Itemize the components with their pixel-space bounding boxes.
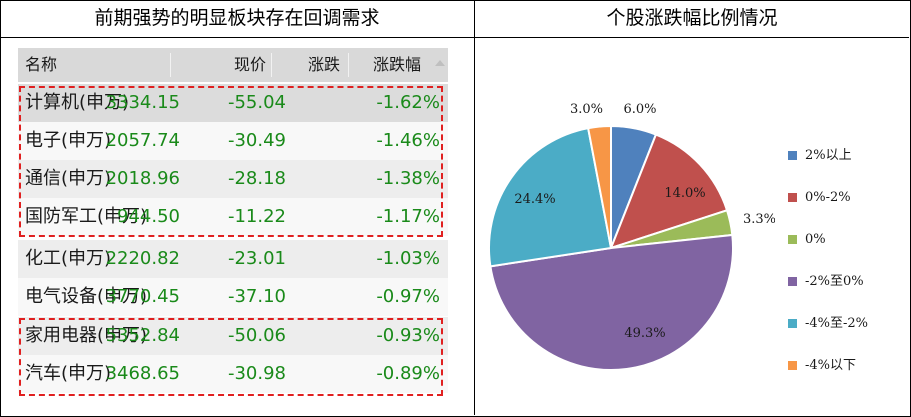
sector-price: 3468.65: [105, 363, 180, 384]
table-row[interactable]: 汽车(申万) 3468.65 -30.98 -0.89%: [18, 355, 448, 393]
highlight-box-consumer-sectors: [19, 318, 443, 396]
pie-data-label: 14.0%: [664, 186, 705, 201]
pie-data-label: 3.0%: [570, 102, 603, 117]
legend-swatch: [788, 193, 797, 202]
sector-name: 电子(申万): [25, 130, 112, 151]
table-header: 名称 现价 涨跌 涨跌幅: [18, 48, 448, 82]
column-header-price[interactable]: 现价: [233, 55, 266, 74]
sector-pct-change: -1.03%: [376, 248, 440, 269]
chart-title: 个股涨跌幅比例情况: [606, 7, 778, 29]
sector-price: 944.50: [117, 206, 180, 227]
sector-price: 3770.45: [105, 286, 180, 307]
sector-name: 电气设备(申万): [25, 286, 148, 307]
sector-name: 国防军工(申万): [25, 206, 148, 227]
legend-label: 0%-2%: [805, 190, 851, 205]
table-row[interactable]: 家用电器(申万) 5352.84 -50.06 -0.93%: [18, 317, 448, 355]
table-row[interactable]: 电气设备(申万) 3770.45 -37.10 -0.97%: [18, 278, 448, 316]
sector-name: 计算机(申万): [25, 92, 130, 113]
pie-data-label: 49.3%: [624, 326, 665, 341]
legend-swatch: [788, 277, 797, 286]
legend-swatch: [788, 361, 797, 370]
sector-pct-change: -0.93%: [376, 325, 440, 346]
sector-change: -37.10: [227, 286, 286, 307]
table-row[interactable]: 通信(申万) 2018.96 -28.18 -1.38%: [18, 160, 448, 198]
left-panel-title: 前期强势的明显板块存在回调需求: [94, 7, 380, 29]
sector-price: 2220.82: [105, 248, 180, 269]
pie-slice: [489, 233, 734, 371]
sector-pct-change: -0.97%: [376, 286, 440, 307]
legend-swatch: [788, 235, 797, 244]
legend-swatch: [788, 151, 797, 160]
sector-change: -28.18: [227, 168, 286, 189]
legend-label: -4%以下: [805, 358, 857, 373]
table-row[interactable]: 化工(申万) 2220.82 -23.01 -1.03%: [18, 240, 448, 278]
table-row[interactable]: 电子(申万) 2057.74 -30.49 -1.46%: [18, 122, 448, 160]
pie-slice: [586, 124, 612, 249]
header-divider: [170, 53, 171, 77]
pie-data-label: 24.4%: [514, 192, 555, 207]
legend-label: 0%: [805, 232, 826, 247]
table-row[interactable]: 国防军工(申万) 944.50 -11.22 -1.17%: [18, 198, 448, 236]
sector-price: 3334.15: [105, 92, 180, 113]
sector-change: -23.01: [227, 248, 286, 269]
legend-label: 2%以上: [805, 148, 852, 163]
sector-price: 2057.74: [105, 130, 180, 151]
column-header-change[interactable]: 涨跌: [307, 55, 340, 74]
sector-name: 家用电器(申万): [25, 325, 148, 346]
sector-change: -50.06: [227, 325, 286, 346]
sector-name: 汽车(申万): [25, 363, 112, 384]
sector-name: 化工(申万): [25, 248, 112, 269]
highlight-box-tech-sectors: [19, 86, 443, 237]
sector-change: -30.49: [227, 130, 286, 151]
header-divider: [348, 53, 349, 77]
legend-swatch: [788, 319, 797, 328]
column-header-pct-change[interactable]: 涨跌幅: [372, 55, 421, 74]
pie-slice: [487, 126, 613, 268]
column-header-name[interactable]: 名称: [25, 55, 58, 74]
pie-data-label: 3.3%: [743, 212, 775, 227]
sector-change: -55.04: [227, 92, 286, 113]
legend-label: -4%至-2%: [805, 316, 869, 331]
sector-price: 2018.96: [105, 168, 180, 189]
sector-change: -30.98: [227, 363, 286, 384]
sector-pct-change: -1.62%: [376, 92, 440, 113]
table-row[interactable]: 计算机(申万) 3334.15 -55.04 -1.62%: [18, 84, 448, 122]
sector-name: 通信(申万): [25, 168, 112, 189]
pie-chart: 6.0% 14.0% 3.3% 49.3% 24.4% 3.0%: [487, 102, 775, 371]
title-divider: [0, 37, 909, 38]
legend-label: -2%至0%: [805, 274, 864, 289]
sector-pct-change: -1.38%: [376, 168, 440, 189]
sector-price: 5352.84: [105, 325, 180, 346]
sector-pct-change: -0.89%: [376, 363, 440, 384]
sector-change: -11.22: [227, 206, 286, 227]
header-divider: [271, 53, 272, 77]
pie-data-label: 6.0%: [623, 102, 656, 117]
sort-asc-icon[interactable]: [435, 60, 445, 66]
sector-pct-change: -1.46%: [376, 130, 440, 151]
sector-pct-change: -1.17%: [376, 206, 440, 227]
panel-divider: [474, 0, 475, 415]
